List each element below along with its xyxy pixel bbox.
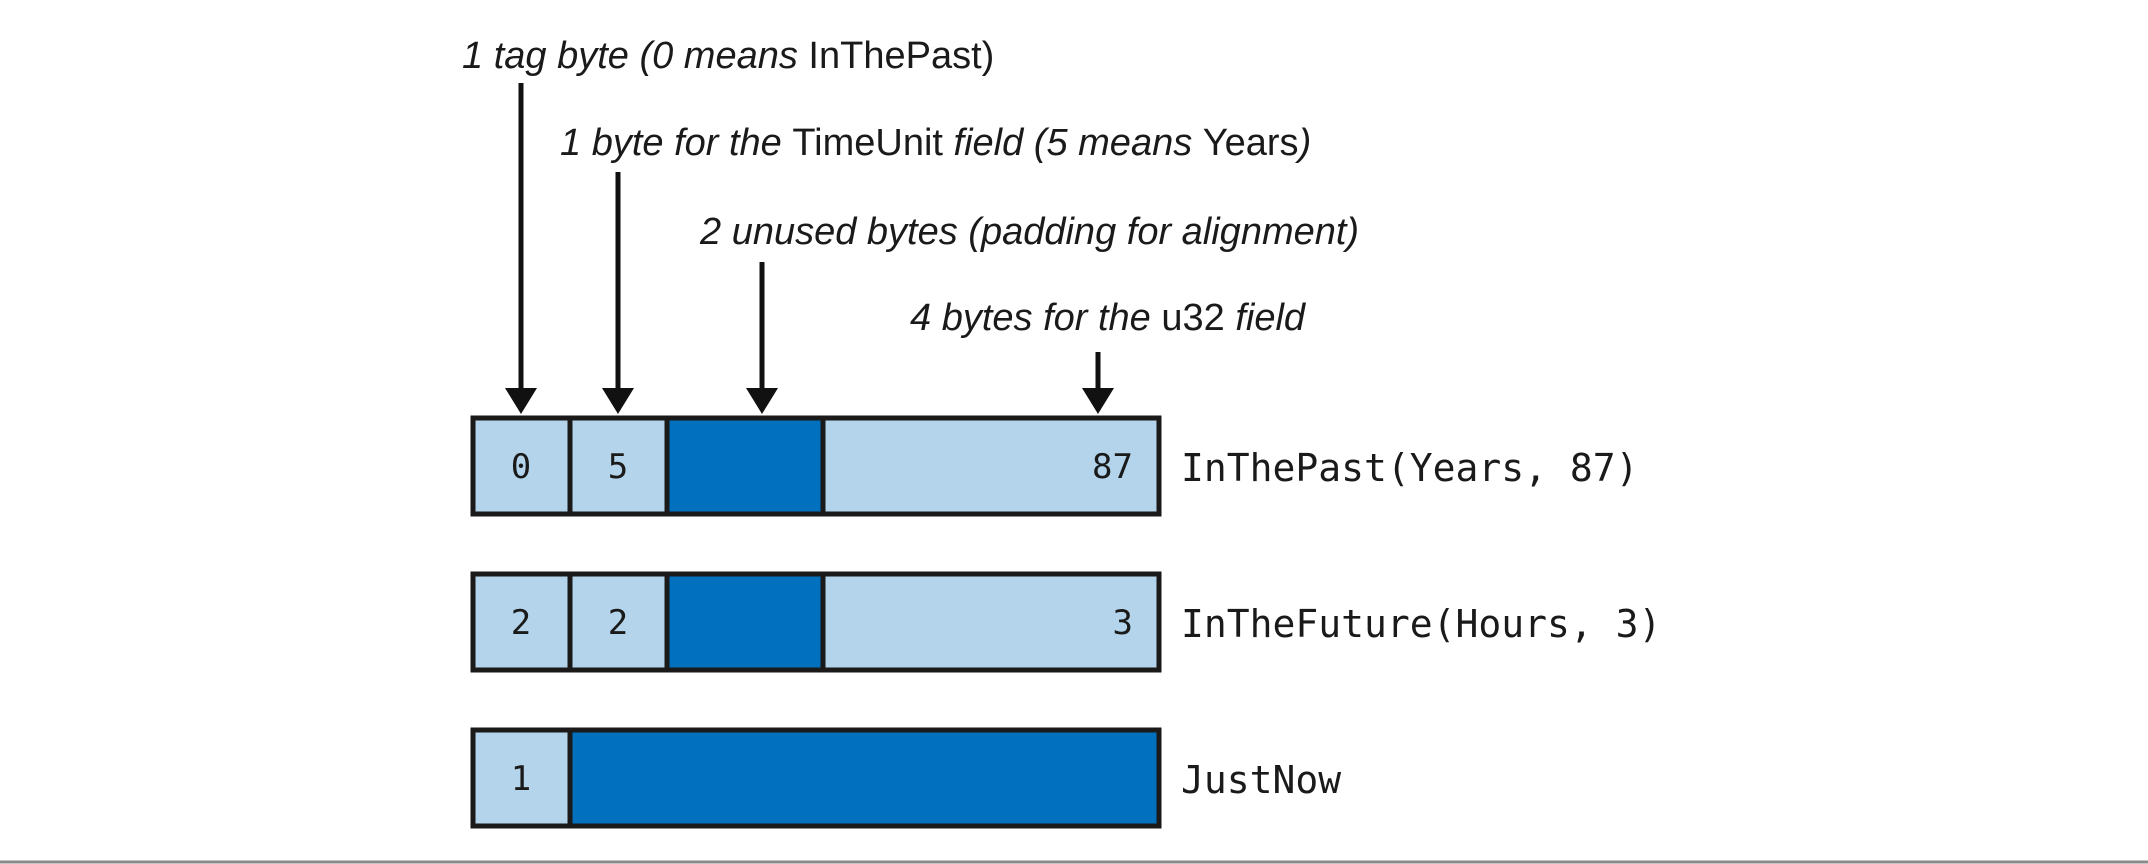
row-label: JustNow [1181, 758, 1341, 802]
row-justnow: 1 JustNow [470, 727, 1341, 829]
cell-value-tag: 0 [511, 447, 531, 487]
arrow-timeunit-byte [602, 172, 634, 414]
annotation-tag-byte: 1 tag byte (0 means InThePast) [462, 35, 994, 77]
arrow-tag-byte [505, 83, 537, 414]
arrows [505, 83, 1114, 414]
annotation-segment: Years [1203, 122, 1299, 164]
annotation-segment: 1 tag byte (0 means [462, 35, 808, 77]
annotation-segment: 2 unused bytes (padding for alignment) [699, 211, 1359, 253]
cell-value-timeunit: 2 [608, 603, 628, 643]
row-inthefuture: 2 2 3 InTheFuture(Hours, 3) [470, 571, 1661, 673]
annotation-segment: u32 [1161, 297, 1224, 339]
annotation-segment: ) [1295, 122, 1312, 164]
byte-cell-padding [664, 415, 826, 517]
row-label: InThePast(Years, 87) [1181, 446, 1639, 490]
arrow-padding-bytes [746, 262, 778, 414]
cell-value-tag: 1 [511, 759, 531, 799]
annotation-timeunit-byte: 1 byte for the TimeUnit field (5 means Y… [560, 122, 1311, 164]
byte-cell-unused [567, 727, 1162, 829]
byte-cell-u32 [820, 415, 1162, 517]
annotation-u32-field: 4 bytes for the u32 field [910, 297, 1307, 339]
annotation-padding-bytes: 2 unused bytes (padding for alignment) [699, 211, 1359, 253]
annotation-segment: field (5 means [943, 122, 1203, 164]
cell-value-u32: 3 [1113, 603, 1133, 643]
annotation-segment: 4 bytes for the [910, 297, 1161, 339]
annotation-segment: 1 byte for the [560, 122, 792, 164]
annotation-segment: ) [982, 35, 995, 77]
cell-value-u32: 87 [1092, 447, 1133, 487]
annotation-segment: TimeUnit [792, 122, 943, 164]
byte-cell-padding [664, 571, 826, 673]
byte-cell-tag [470, 415, 573, 517]
row-inthepast: 0 5 87 InThePast(Years, 87) [470, 415, 1639, 517]
arrow-u32-field [1082, 352, 1114, 414]
annotation-segment: field [1225, 297, 1307, 339]
annotation-segment: InThePast [808, 35, 982, 77]
row-label: InTheFuture(Hours, 3) [1181, 602, 1661, 646]
byte-cell-u32 [820, 571, 1162, 673]
cell-value-tag: 2 [511, 603, 531, 643]
annotations: 1 tag byte (0 means InThePast) 1 byte fo… [462, 35, 1359, 339]
cell-value-timeunit: 5 [608, 447, 628, 487]
